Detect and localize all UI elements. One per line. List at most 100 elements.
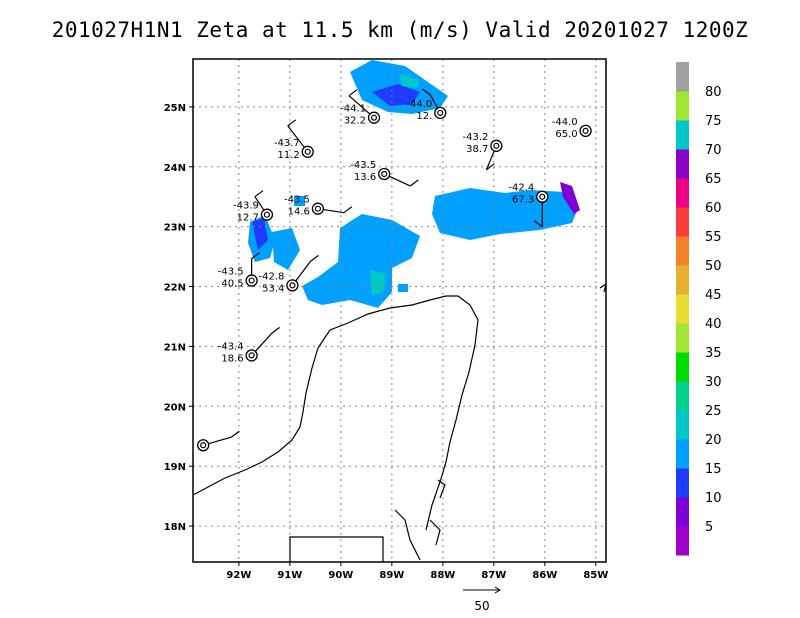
storm-center-inner-ring bbox=[539, 193, 546, 200]
yucatan-coastline bbox=[192, 295, 479, 531]
colorbar-swatch bbox=[676, 265, 689, 295]
storm-center-inner-ring bbox=[370, 114, 378, 121]
colorbar-swatch bbox=[676, 526, 689, 556]
lat-label: 22N bbox=[164, 283, 186, 294]
station-bottom-value: 40.5 bbox=[221, 279, 243, 290]
colorbar-label: 5 bbox=[705, 520, 713, 535]
colorbar-swatch bbox=[676, 468, 689, 498]
patch-east bbox=[432, 188, 578, 240]
wind-barb-flag bbox=[533, 220, 543, 228]
lon-label: 90W bbox=[328, 570, 353, 581]
station-marker: -43.514.6 bbox=[284, 195, 353, 218]
colorbar-swatch bbox=[676, 294, 689, 324]
vector-scale-label: 50 bbox=[474, 599, 489, 613]
colorbar-swatch bbox=[676, 352, 689, 382]
storm-center-inner-ring bbox=[314, 205, 322, 212]
lat-lon-grid bbox=[193, 59, 606, 562]
patch-west-blue bbox=[252, 218, 268, 250]
storm-center-outer-ring bbox=[197, 439, 210, 452]
station-marker: -43.238.7 bbox=[463, 132, 503, 171]
patch-west-2 bbox=[272, 228, 300, 270]
storm-center-inner-ring bbox=[381, 170, 388, 178]
colorbar-swatch bbox=[676, 178, 689, 208]
colorbar-swatch bbox=[676, 207, 689, 237]
station-marker: -43.513.6 bbox=[350, 160, 419, 187]
storm-center-outer-ring bbox=[367, 111, 381, 124]
patch-north-core bbox=[372, 84, 420, 106]
axis-labels: 25N 24N 23N 22N 21N 20N 19N 18N 92W 91W 90W 89W 88W 8… bbox=[164, 103, 609, 581]
storm-center-outer-ring bbox=[579, 124, 592, 138]
colorbar-label: 50 bbox=[705, 259, 722, 274]
storm-center-inner-ring bbox=[263, 211, 271, 218]
wind-barb-flag bbox=[230, 430, 240, 438]
coast-inlet bbox=[394, 509, 421, 561]
wind-barb-flag bbox=[251, 252, 260, 260]
patch-small-1 bbox=[294, 196, 305, 206]
station-bottom-value: 53.4 bbox=[262, 283, 284, 294]
patch-center bbox=[302, 214, 420, 308]
station-top-value: -42.4 bbox=[508, 183, 534, 194]
colorbar-label: 60 bbox=[705, 201, 722, 216]
station-bottom-value: 13.6 bbox=[354, 172, 376, 183]
border-line bbox=[289, 536, 384, 562]
patch-east-purple bbox=[560, 182, 580, 214]
station-bottom-value: 32.2 bbox=[344, 116, 366, 127]
station-marker: -44.012. bbox=[406, 88, 447, 122]
colorbar-label: 75 bbox=[705, 114, 722, 129]
lat-label: 20N bbox=[164, 402, 186, 413]
storm-center-inner-ring bbox=[248, 277, 255, 284]
wind-barb-flag bbox=[421, 88, 431, 96]
station-top-value: -44.0 bbox=[406, 99, 432, 110]
station-marker: -42.853.4 bbox=[259, 254, 319, 294]
colorbar-label: 35 bbox=[705, 346, 722, 361]
storm-center-outer-ring bbox=[490, 139, 503, 152]
station-bottom-value: 14.6 bbox=[288, 207, 310, 218]
station-marker: -44.132.2 bbox=[340, 89, 381, 127]
colorbar-label: 65 bbox=[705, 172, 722, 187]
lon-label: 88W bbox=[430, 570, 455, 581]
station-marker: -42.467.3 bbox=[508, 183, 549, 228]
station-bottom-value: 38.7 bbox=[466, 144, 488, 155]
station-top-value: -43.2 bbox=[463, 132, 489, 143]
map-frame bbox=[192, 58, 607, 563]
lat-label: 21N bbox=[164, 342, 186, 353]
storm-center-outer-ring bbox=[245, 274, 258, 287]
lon-label: 89W bbox=[379, 570, 404, 581]
station-markers: -44.132.2 -44.012. -43.711.2 -43.238.7 -44.0… bbox=[197, 88, 592, 452]
storm-center-outer-ring bbox=[434, 106, 447, 120]
lon-label: 92W bbox=[226, 570, 251, 581]
coast-islands bbox=[429, 282, 607, 546]
lon-label: 85W bbox=[583, 570, 608, 581]
station-top-value: -43.5 bbox=[350, 160, 376, 171]
patch-center-teal bbox=[370, 270, 386, 296]
lat-label: 18N bbox=[164, 522, 186, 533]
colorbar-swatch bbox=[676, 236, 689, 266]
station-bottom-value: 65.0 bbox=[555, 129, 577, 140]
station-bottom-value: 12.7 bbox=[237, 213, 259, 224]
storm-center-inner-ring bbox=[437, 109, 444, 116]
storm-center-inner-ring bbox=[289, 282, 296, 289]
wind-barb-flag bbox=[287, 119, 297, 127]
station-top-value: -43.9 bbox=[233, 201, 259, 212]
colorbar-label: 25 bbox=[705, 404, 722, 419]
storm-center-outer-ring bbox=[311, 202, 325, 215]
chart-title: 201027H1N1 Zeta at 11.5 km (m/s) Valid 2… bbox=[51, 18, 749, 42]
station-bottom-value: 11.2 bbox=[277, 150, 299, 161]
colorbar-swatch bbox=[676, 381, 689, 411]
colorbar-label: 70 bbox=[705, 143, 722, 158]
storm-center-outer-ring bbox=[245, 349, 258, 362]
storm-center-outer-ring bbox=[536, 190, 549, 203]
storm-center-outer-ring bbox=[301, 145, 314, 158]
storm-center-inner-ring bbox=[248, 352, 255, 359]
station-bottom-value: 67.3 bbox=[512, 195, 534, 206]
colorbar-label: 15 bbox=[705, 462, 722, 477]
colorbar-swatch bbox=[676, 323, 689, 353]
colorbar-swatch bbox=[676, 410, 689, 440]
colorbar-label: 20 bbox=[705, 433, 722, 448]
colorbar-swatch bbox=[676, 439, 689, 469]
station-top-value: -43.7 bbox=[274, 138, 300, 149]
station-marker: -43.540.5 bbox=[218, 252, 260, 290]
colorbar-label: 30 bbox=[705, 375, 722, 390]
station-top-value: -43.4 bbox=[218, 341, 244, 352]
colorbar-swatch bbox=[676, 149, 689, 179]
